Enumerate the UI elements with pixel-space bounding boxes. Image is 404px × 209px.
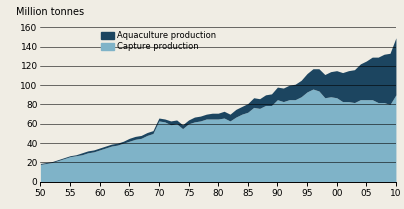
Legend: Aquaculture production, Capture production: Aquaculture production, Capture producti… xyxy=(101,31,217,51)
Text: Million tonnes: Million tonnes xyxy=(15,7,84,17)
